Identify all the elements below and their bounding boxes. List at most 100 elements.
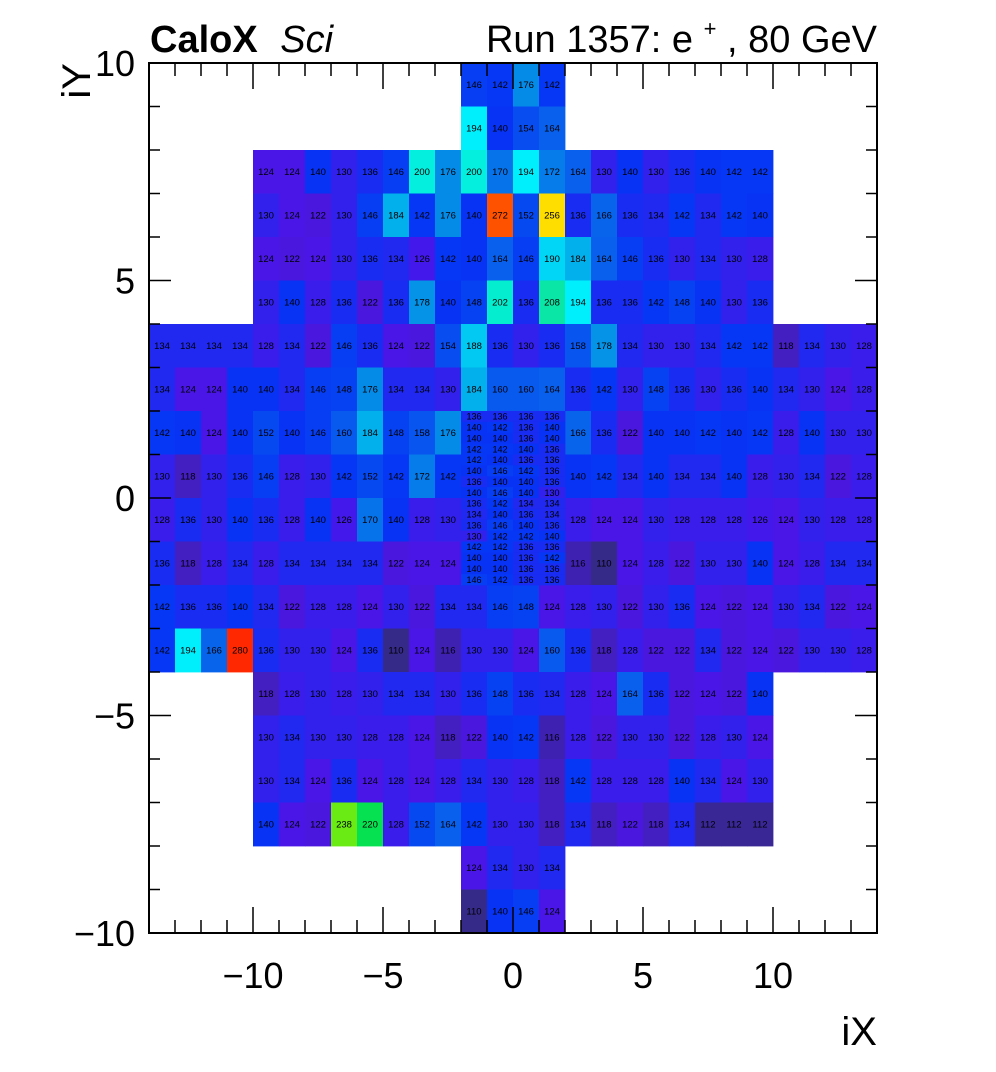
heatmap-cell (383, 759, 410, 803)
heatmap-fine-cell (487, 432, 514, 445)
heatmap-cell (409, 367, 436, 412)
heatmap-cell-label: 136 (336, 298, 352, 309)
heatmap-cell-label: 130 (752, 776, 768, 787)
heatmap-fine-cell (513, 498, 540, 510)
heatmap-fine-cell (487, 508, 514, 521)
heatmap-cell-label: 140 (570, 472, 586, 483)
heatmap-cell-label: 128 (752, 254, 768, 265)
heatmap-cell (487, 802, 514, 847)
heatmap-fine-cell (513, 411, 540, 423)
heatmap-cell-label: 122 (414, 341, 430, 352)
heatmap-cell-label: 122 (310, 820, 326, 831)
heatmap-cell-label: 136 (232, 472, 248, 483)
heatmap-cell-label: 148 (388, 428, 404, 439)
heatmap-cell (617, 324, 644, 368)
heatmap-cell (227, 454, 254, 499)
heatmap-cell (279, 715, 306, 760)
heatmap-cell-label: 128 (752, 472, 768, 483)
heatmap-cell-label: 140 (700, 298, 716, 309)
heatmap-cell-label: 128 (570, 515, 586, 526)
heatmap-cell (253, 324, 280, 368)
heatmap-cell (409, 150, 436, 194)
heatmap-cell-label: 178 (596, 341, 612, 352)
heatmap-cell-label: 140 (310, 167, 326, 178)
heatmap-cell-label: 118 (180, 472, 195, 483)
heatmap-cell (695, 759, 722, 803)
heatmap-cell (773, 324, 800, 368)
heatmap-fine-cell-label: 142 (492, 531, 507, 541)
heatmap-cell-label: 130 (440, 689, 456, 700)
heatmap-fine-cell-label: 134 (544, 499, 559, 509)
heatmap-cell (383, 715, 410, 760)
heatmap-fine-cell-label: 142 (492, 575, 507, 585)
heatmap-cell (695, 367, 722, 412)
heatmap-cell (331, 237, 358, 281)
heatmap-cell (695, 193, 722, 238)
heatmap-fine-cell (539, 411, 566, 423)
heatmap-cell (669, 628, 696, 673)
heatmap-cell-label: 134 (284, 385, 300, 396)
heatmap-cell-label: 128 (726, 515, 742, 526)
heatmap-cell (409, 280, 436, 325)
heatmap-cell (149, 585, 176, 629)
heatmap-fine-cell (487, 552, 514, 564)
heatmap-cell-label: 126 (752, 515, 768, 526)
heatmap-fine-cell (461, 574, 488, 586)
heatmap-cell-label: 128 (856, 341, 872, 352)
heatmap-cell-label: 130 (310, 689, 326, 700)
heatmap-cell-label: 130 (804, 515, 820, 526)
heatmap-cell (773, 454, 800, 499)
heatmap-cell (487, 367, 514, 412)
heatmap-cell (357, 715, 384, 760)
heatmap-cell (513, 280, 540, 325)
heatmap-fine-cell-label: 142 (518, 466, 533, 476)
heatmap-cell-label: 158 (570, 341, 586, 352)
heatmap-cell-label: 134 (206, 341, 222, 352)
heatmap-cell (409, 585, 436, 629)
heatmap-cell (799, 324, 826, 368)
heatmap-cell-label: 124 (284, 211, 300, 222)
heatmap-cell (383, 193, 410, 238)
heatmap-cell (669, 541, 696, 586)
heatmap-fine-cell-label: 142 (544, 553, 559, 563)
heatmap-cell-label: 118 (596, 820, 611, 831)
heatmap-cell (383, 498, 410, 542)
heatmap-cell-label: 128 (778, 428, 794, 439)
title-left: CaloX Sci (150, 19, 335, 61)
heatmap-fine-cell-label: 136 (544, 520, 559, 530)
heatmap-cell-label: 164 (544, 385, 560, 396)
heatmap-cell (825, 367, 852, 412)
heatmap-fine-cell (539, 519, 566, 532)
heatmap-cell-label: 124 (778, 559, 794, 570)
heatmap-cell (565, 628, 592, 673)
heatmap-cell-label: 134 (310, 559, 326, 570)
heatmap-cell-label: 118 (258, 689, 273, 700)
heatmap-cell (175, 585, 202, 629)
heatmap-cell (591, 454, 618, 499)
heatmap-cell-label: 112 (752, 820, 767, 831)
y-axis-label: iY (55, 63, 99, 99)
heatmap-cell-label: 124 (596, 689, 612, 700)
heatmap-cell-label: 122 (310, 211, 326, 222)
heatmap-cell (435, 367, 462, 412)
heatmap-cell (591, 759, 618, 803)
heatmap-cell-label: 130 (700, 385, 716, 396)
heatmap-cell-label: 146 (622, 254, 638, 265)
heatmap-cell (539, 846, 566, 890)
heatmap-fine-cell (487, 487, 514, 499)
heatmap-cell (175, 367, 202, 412)
y-tick-label: 5 (115, 261, 135, 302)
heatmap-cell (409, 802, 436, 847)
heatmap-cell-label: 140 (752, 689, 768, 700)
heatmap-cell-label: 122 (466, 733, 482, 744)
heatmap-fine-cell (487, 421, 514, 434)
heatmap-cell-label: 146 (466, 80, 482, 91)
heatmap-fine-cell-label: 142 (518, 531, 533, 541)
heatmap-cell (721, 759, 748, 803)
heatmap-cell-label: 128 (856, 385, 872, 396)
heatmap-cell (747, 802, 774, 847)
heatmap-cell (409, 541, 436, 586)
heatmap-cell (305, 411, 332, 455)
heatmap-cell-label: 122 (648, 646, 664, 657)
title-right-suffix: , 80 GeV (727, 19, 878, 61)
